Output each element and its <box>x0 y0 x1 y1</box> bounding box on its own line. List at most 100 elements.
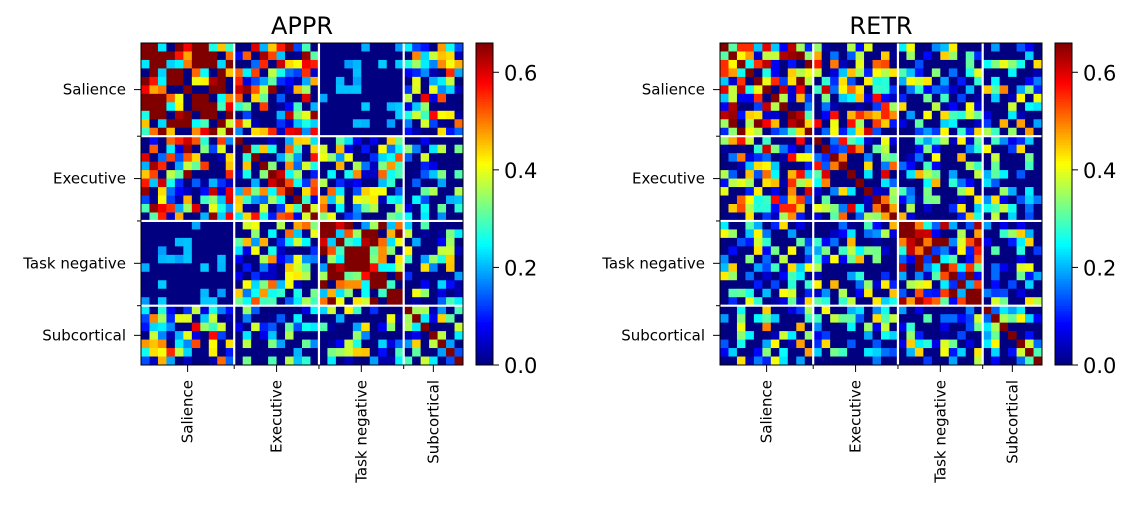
heatmap-cell <box>787 314 797 324</box>
heatmap-cell <box>906 102 916 112</box>
heatmap-cell <box>276 68 286 78</box>
heatmap-cell <box>897 348 907 357</box>
heatmap-cell <box>141 237 150 247</box>
heatmap-cell <box>174 331 184 340</box>
heatmap-cell <box>242 170 252 179</box>
heatmap-cell <box>821 178 831 188</box>
heatmap-cell <box>753 288 763 298</box>
heatmap-cell <box>813 263 823 273</box>
heatmap-cell <box>454 254 464 264</box>
heatmap-cell <box>728 212 738 222</box>
heatmap-cell <box>889 102 899 112</box>
heatmap-cell <box>429 280 438 290</box>
heatmap-cell <box>310 237 320 247</box>
heatmap-cell <box>804 339 814 349</box>
colorbar-segment <box>476 209 493 213</box>
heatmap-cell <box>149 263 159 273</box>
heatmap-cell <box>318 263 328 273</box>
heatmap-cell <box>779 43 789 52</box>
colorbar-segment <box>476 96 493 100</box>
heatmap-cell <box>217 339 227 349</box>
colorbar-segment <box>1055 56 1072 60</box>
colorbar-segment <box>476 348 493 353</box>
colorbar-segment <box>1055 230 1072 235</box>
heatmap-cell <box>242 254 252 264</box>
heatmap-cell <box>847 297 856 307</box>
heatmap-cell <box>191 254 201 264</box>
heatmap-cell <box>141 305 150 315</box>
heatmap-cell <box>965 263 975 273</box>
heatmap-cell <box>293 93 303 103</box>
heatmap-cell <box>957 127 967 137</box>
colorbar-segment <box>1055 281 1072 285</box>
heatmap-cell <box>293 204 303 213</box>
heatmap-cell <box>897 187 907 196</box>
heatmap-cell <box>965 76 975 86</box>
heatmap-cell <box>225 119 235 129</box>
heatmap-cell <box>335 93 345 103</box>
heatmap-cell <box>454 144 464 154</box>
heatmap-cell <box>1008 229 1017 239</box>
heatmap-cell <box>395 229 405 239</box>
heatmap-cell <box>770 144 780 154</box>
heatmap-cell <box>268 119 277 129</box>
chart-title: APPR <box>271 12 333 40</box>
heatmap-cell <box>957 170 967 179</box>
heatmap-cell <box>889 322 899 332</box>
colorbar-tick-label: 0.4 <box>504 159 537 183</box>
heatmap-cell <box>931 339 941 349</box>
heatmap-cell <box>948 339 958 349</box>
colorbar-segment <box>476 260 493 264</box>
heatmap-cell <box>285 136 294 146</box>
heatmap-cell <box>804 331 814 340</box>
heatmap-cell <box>745 356 755 366</box>
heatmap-cell <box>847 195 856 205</box>
heatmap-cell <box>157 187 167 196</box>
heatmap-cell <box>881 110 890 120</box>
heatmap-cell <box>745 195 755 205</box>
heatmap-cell <box>302 127 311 137</box>
heatmap-cell <box>285 76 294 86</box>
heatmap-cell <box>259 127 269 137</box>
heatmap-cell <box>412 271 422 281</box>
heatmap-cell <box>1033 76 1043 86</box>
heatmap-cell <box>838 314 848 324</box>
colorbar-segment <box>1055 217 1072 221</box>
heatmap-cell <box>318 254 328 264</box>
heatmap-cell <box>344 102 354 112</box>
heatmap-cells <box>720 43 1043 366</box>
heatmap-cell <box>923 153 933 163</box>
heatmap-cell <box>200 237 210 247</box>
heatmap-cell <box>728 314 738 324</box>
heatmap-cell <box>369 297 379 307</box>
heatmap-cell <box>999 51 1009 61</box>
colorbar-segment <box>476 193 493 197</box>
heatmap-cell <box>327 119 337 129</box>
heatmap-cell <box>429 170 438 179</box>
heatmap-cell <box>796 195 806 205</box>
heatmap-cell <box>327 331 337 340</box>
heatmap-cell <box>906 356 916 366</box>
heatmap-cell <box>259 76 269 86</box>
heatmap-cell <box>830 102 840 112</box>
heatmap-cell <box>259 322 269 332</box>
heatmap-cell <box>720 271 729 281</box>
heatmap-cell <box>166 271 176 281</box>
heatmap-cell <box>395 314 405 324</box>
colorbar-segment <box>1055 241 1072 245</box>
heatmap-cell <box>931 144 941 154</box>
heatmap-cell <box>872 110 882 120</box>
heatmap-cell <box>957 93 967 103</box>
heatmap-cell <box>821 68 831 78</box>
heatmap-cell <box>191 237 201 247</box>
heatmap-cell <box>940 348 950 357</box>
heatmap-cell <box>965 229 975 239</box>
colorbar-segment <box>476 351 493 355</box>
colorbar-segment <box>476 233 493 237</box>
heatmap-cell <box>982 102 992 112</box>
heatmap-cell <box>1025 153 1034 163</box>
heatmap-cell <box>251 314 261 324</box>
heatmap-cell <box>234 59 244 69</box>
heatmap-cell <box>999 110 1009 120</box>
heatmap-cell <box>906 127 916 137</box>
